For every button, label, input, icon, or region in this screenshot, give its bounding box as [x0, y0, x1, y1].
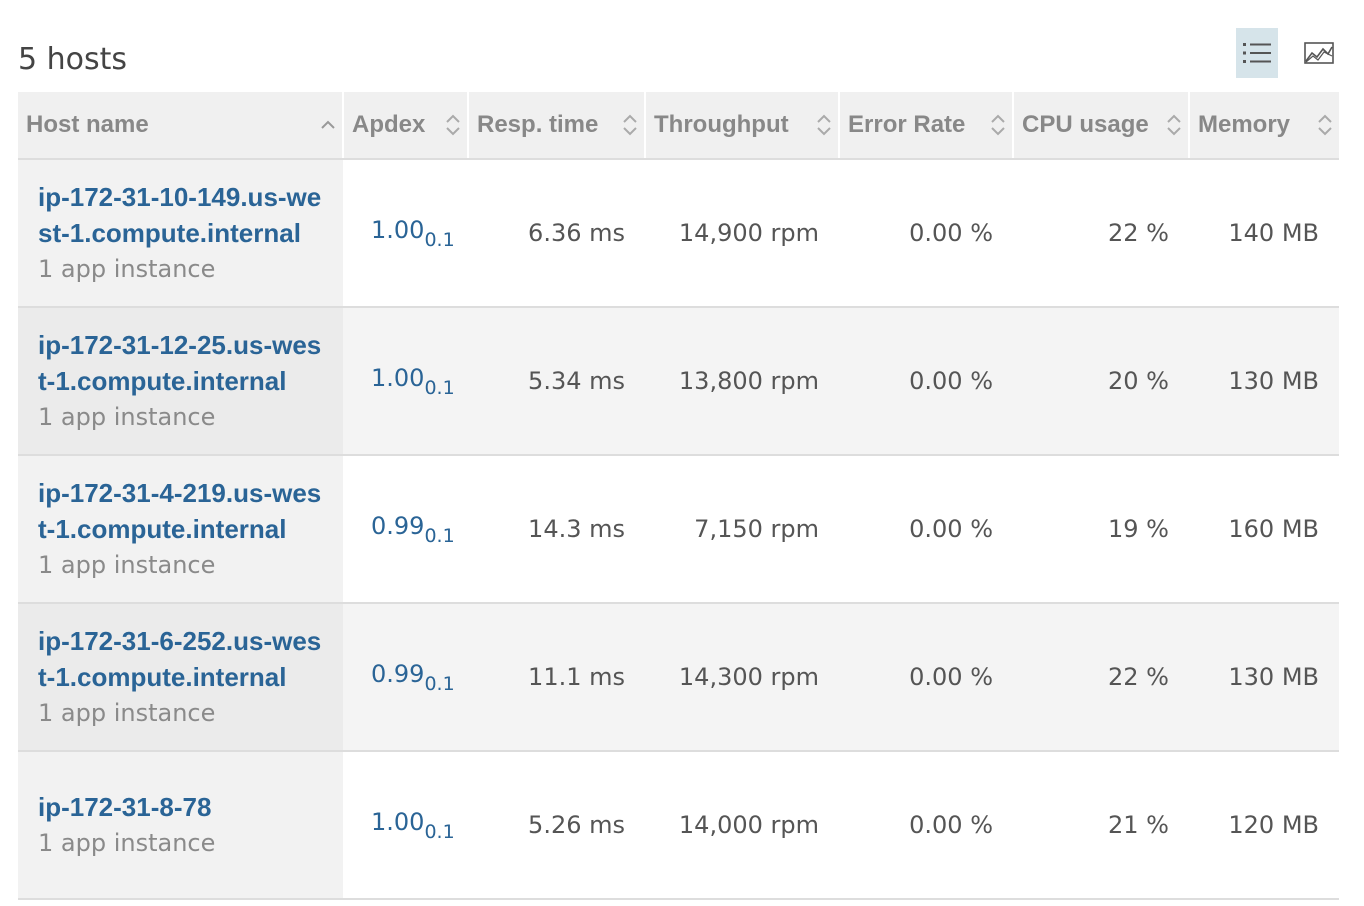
host-cell: ip-172-31-6-252.us-west-1.compute.intern…: [18, 603, 343, 752]
host-link[interactable]: ip-172-31-12-25.us-west-1.compute.intern…: [38, 330, 322, 396]
app-instance-count: 1 app instance: [38, 255, 216, 283]
apdex-score[interactable]: 1.000.1: [371, 215, 455, 251]
sort-icon: [990, 113, 1006, 137]
apdex-threshold: 0.1: [424, 820, 455, 843]
throughput-cell: 14,000 rpm: [645, 751, 839, 900]
table-header-row: Host name Apdex Resp. time Th: [18, 92, 1339, 160]
table-row: ip-172-31-6-252.us-west-1.compute.intern…: [18, 603, 1339, 752]
cpu-usage-cell: 21 %: [1013, 751, 1189, 900]
memory-cell: 130 MB: [1189, 603, 1339, 752]
chevron-up-icon: [320, 120, 336, 130]
chart-view-button[interactable]: [1298, 28, 1340, 78]
host-link[interactable]: ip-172-31-8-78: [38, 792, 212, 822]
error-rate-cell: 0.00 %: [839, 455, 1013, 604]
apdex-threshold: 0.1: [424, 376, 455, 399]
chart-view-icon: [1304, 42, 1334, 64]
table-row: ip-172-31-8-78 1 app instance 1.000.1 5.…: [18, 751, 1339, 900]
app-instance-count: 1 app instance: [38, 403, 216, 431]
throughput-cell: 7,150 rpm: [645, 455, 839, 604]
sort-icon: [1166, 113, 1182, 137]
host-cell: ip-172-31-8-78 1 app instance: [18, 751, 343, 900]
host-cell: ip-172-31-12-25.us-west-1.compute.intern…: [18, 307, 343, 456]
table-row: ip-172-31-4-219.us-west-1.compute.intern…: [18, 455, 1339, 604]
column-header-throughput[interactable]: Throughput: [645, 92, 840, 160]
list-view-button[interactable]: [1236, 28, 1278, 78]
table-row: ip-172-31-10-149.us-west-1.compute.inter…: [18, 159, 1339, 308]
apdex-score[interactable]: 1.000.1: [371, 807, 455, 843]
column-header-host-name[interactable]: Host name: [18, 92, 344, 160]
apdex-cell: 0.990.1: [343, 603, 468, 752]
apdex-threshold: 0.1: [424, 228, 455, 251]
sort-icon: [816, 113, 832, 137]
resp-time-cell: 11.1 ms: [468, 603, 645, 752]
resp-time-cell: 5.26 ms: [468, 751, 645, 900]
apdex-cell: 1.000.1: [343, 751, 468, 900]
error-rate-cell: 0.00 %: [839, 603, 1013, 752]
apdex-threshold: 0.1: [424, 524, 455, 547]
sort-icon: [445, 113, 461, 137]
memory-cell: 130 MB: [1189, 307, 1339, 456]
memory-cell: 160 MB: [1189, 455, 1339, 604]
apdex-cell: 0.990.1: [343, 455, 468, 604]
sort-icon: [622, 113, 638, 137]
list-view-icon: [1243, 43, 1271, 63]
apdex-cell: 1.000.1: [343, 159, 468, 308]
host-cell: ip-172-31-10-149.us-west-1.compute.inter…: [18, 159, 343, 308]
host-link[interactable]: ip-172-31-4-219.us-west-1.compute.intern…: [38, 478, 322, 544]
throughput-cell: 13,800 rpm: [645, 307, 839, 456]
app-instance-count: 1 app instance: [38, 829, 216, 857]
cpu-usage-cell: 22 %: [1013, 159, 1189, 308]
resp-time-cell: 6.36 ms: [468, 159, 645, 308]
column-header-cpu-usage[interactable]: CPU usage: [1013, 92, 1190, 160]
throughput-cell: 14,300 rpm: [645, 603, 839, 752]
host-link[interactable]: ip-172-31-6-252.us-west-1.compute.intern…: [38, 626, 322, 692]
error-rate-cell: 0.00 %: [839, 307, 1013, 456]
app-instance-count: 1 app instance: [38, 551, 216, 579]
sort-icon: [1317, 113, 1333, 137]
memory-cell: 140 MB: [1189, 159, 1339, 308]
host-link[interactable]: ip-172-31-10-149.us-west-1.compute.inter…: [38, 182, 322, 248]
hosts-table: Host name Apdex Resp. time Th: [18, 92, 1339, 900]
cpu-usage-cell: 20 %: [1013, 307, 1189, 456]
column-header-error-rate[interactable]: Error Rate: [839, 92, 1014, 160]
memory-cell: 120 MB: [1189, 751, 1339, 900]
resp-time-cell: 5.34 ms: [468, 307, 645, 456]
column-header-resp-time[interactable]: Resp. time: [468, 92, 646, 160]
column-header-memory[interactable]: Memory: [1189, 92, 1339, 160]
page-title: 5 hosts: [18, 42, 128, 77]
apdex-score[interactable]: 0.990.1: [371, 659, 455, 695]
column-header-apdex[interactable]: Apdex: [343, 92, 469, 160]
apdex-threshold: 0.1: [424, 672, 455, 695]
error-rate-cell: 0.00 %: [839, 751, 1013, 900]
cpu-usage-cell: 22 %: [1013, 603, 1189, 752]
throughput-cell: 14,900 rpm: [645, 159, 839, 308]
table-row: ip-172-31-12-25.us-west-1.compute.intern…: [18, 307, 1339, 456]
error-rate-cell: 0.00 %: [839, 159, 1013, 308]
cpu-usage-cell: 19 %: [1013, 455, 1189, 604]
resp-time-cell: 14.3 ms: [468, 455, 645, 604]
app-instance-count: 1 app instance: [38, 699, 216, 727]
host-cell: ip-172-31-4-219.us-west-1.compute.intern…: [18, 455, 343, 604]
apdex-score[interactable]: 1.000.1: [371, 363, 455, 399]
apdex-score[interactable]: 0.990.1: [371, 511, 455, 547]
apdex-cell: 1.000.1: [343, 307, 468, 456]
